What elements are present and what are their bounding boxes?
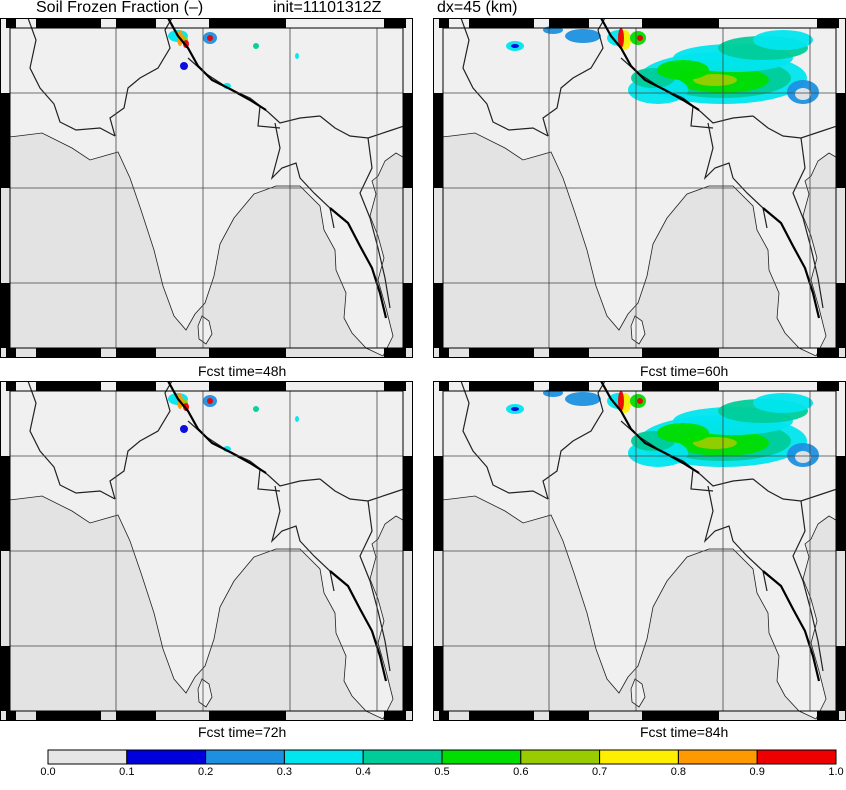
fcst-label-60h: Fcst time=60h	[640, 363, 729, 379]
colorbar-segment	[677, 749, 758, 765]
colorbar-segment	[756, 749, 837, 765]
map-content	[433, 381, 846, 721]
map-panel-72h	[0, 381, 413, 721]
fcst-label-48h: Fcst time=48h	[198, 363, 287, 379]
colorbar-segment	[599, 749, 679, 765]
colorbar-tick-label: 0.6	[513, 766, 529, 778]
colorbar-segment	[283, 749, 364, 765]
fcst-label-84h: Fcst time=84h	[640, 724, 729, 740]
colorbar-segment	[520, 749, 601, 765]
map-panel-84h	[433, 381, 846, 721]
map-content	[0, 381, 413, 721]
colorbar-segment	[126, 749, 207, 765]
colorbar	[47, 749, 837, 765]
map-panel-60h	[433, 18, 846, 358]
grid-spacing: dx=45 (km)	[437, 0, 518, 16]
colorbar-tick-label: 0.0	[40, 766, 56, 778]
colorbar-segment	[362, 749, 443, 765]
colorbar-segment	[205, 749, 285, 765]
colorbar-tick-label: 0.2	[197, 766, 214, 778]
colorbar-tick-label: 0.4	[355, 766, 371, 778]
fcst-label-72h: Fcst time=72h	[198, 724, 287, 740]
colorbar-segment	[441, 749, 522, 765]
colorbar-segment	[47, 749, 128, 765]
chart-title: Soil Frozen Fraction (–)	[36, 0, 204, 16]
colorbar-tick-label: 0.7	[591, 766, 608, 778]
init-time: init=11101312Z	[273, 0, 382, 16]
colorbar-tick-label: 1.0	[828, 766, 844, 778]
colorbar-tick-label: 0.3	[276, 766, 293, 778]
map-content	[433, 18, 846, 358]
colorbar-tick-label: 0.9	[749, 766, 765, 778]
colorbar-tick-label: 0.5	[434, 766, 450, 778]
colorbar-tick-label: 0.8	[670, 766, 687, 778]
map-content	[0, 18, 413, 358]
map-panel-48h	[0, 18, 413, 358]
colorbar-tick-label: 0.1	[119, 766, 135, 778]
